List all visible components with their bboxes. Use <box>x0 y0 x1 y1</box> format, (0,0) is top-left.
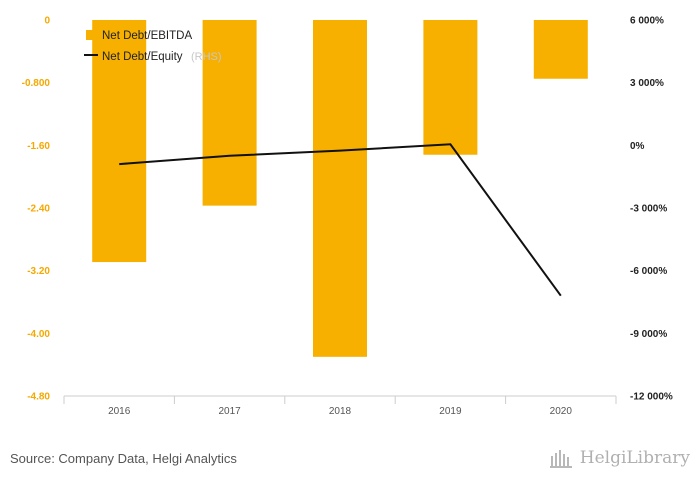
legend-line-name: Net Debt/Equity <box>102 51 183 63</box>
bar <box>313 20 367 357</box>
right-tick-label: -12 000% <box>630 392 673 403</box>
chart: 0 -0.800 -1.60 -2.40 -3.20 -4.00 -4.80 6 000% 3… <box>22 16 673 418</box>
library-icon <box>549 450 572 468</box>
right-tick-label: 3 000% <box>630 78 664 89</box>
left-tick-label: -4.80 <box>27 392 50 403</box>
bar <box>533 20 588 79</box>
bar-series <box>92 20 588 357</box>
bar <box>202 20 257 206</box>
left-tick-label: -0.800 <box>22 78 51 89</box>
bar <box>92 20 147 263</box>
right-tick-label: -3 000% <box>630 204 667 215</box>
line-series-net-debt-equity <box>119 143 562 297</box>
right-axis-ticks: 6 000% 3 000% 0% -3 000% -6 000% -9 000% -12 0… <box>630 16 673 403</box>
x-tick-label: 2020 <box>550 406 573 417</box>
left-axis-ticks: 0 -0.800 -1.60 -2.40 -3.20 -4.00 -4.80 <box>22 16 51 403</box>
right-tick-label: 6 000% <box>630 16 664 27</box>
legend-swatch-bar <box>86 30 96 40</box>
brand-text: HelgiLibrary <box>579 448 690 468</box>
x-tick-label: 2019 <box>439 406 462 417</box>
left-tick-label: -1.60 <box>27 141 50 152</box>
right-tick-label: -6 000% <box>630 266 667 277</box>
legend: Net Debt/EBITDA Net Debt/Equity (RHS) <box>84 30 222 64</box>
x-tick-label: 2017 <box>218 406 241 417</box>
brand-logo: HelgiLibrary <box>549 448 690 468</box>
right-tick-label: 0% <box>630 141 645 152</box>
source-note: Source: Company Data, Helgi Analytics <box>10 451 237 466</box>
right-tick-label: -9 000% <box>630 329 667 340</box>
left-tick-label: 0 <box>44 16 50 27</box>
left-tick-label: -3.20 <box>27 266 50 277</box>
x-tick-label: 2018 <box>329 406 352 417</box>
legend-line-unit: (RHS) <box>191 51 222 63</box>
left-tick-label: -2.40 <box>27 204 50 215</box>
x-axis: 2016 2017 2018 2019 2020 <box>63 395 617 417</box>
left-tick-label: -4.00 <box>27 329 50 340</box>
legend-label-line: Net Debt/Equity (RHS) <box>102 47 222 64</box>
x-tick-label: 2016 <box>108 406 131 417</box>
bar <box>423 20 478 155</box>
legend-label-bar: Net Debt/EBITDA <box>102 30 192 42</box>
